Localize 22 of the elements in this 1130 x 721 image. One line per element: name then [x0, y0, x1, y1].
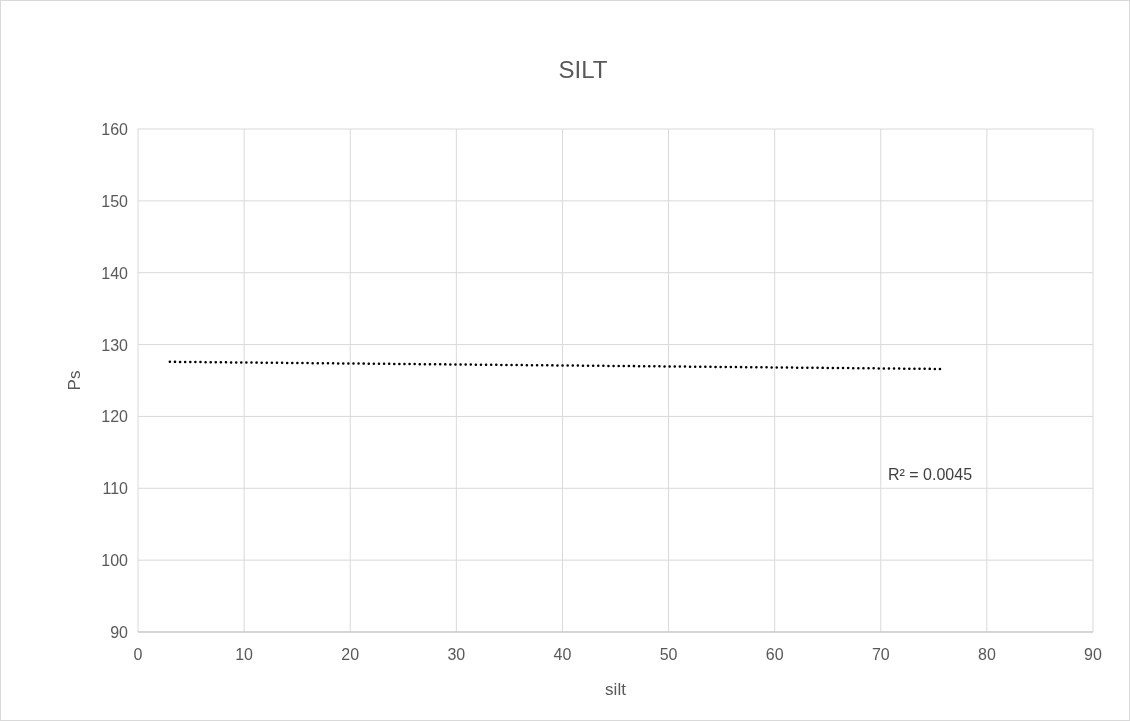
- x-tick-label: 30: [447, 646, 466, 663]
- y-tick-label: 160: [101, 121, 129, 138]
- x-tick-label: 40: [553, 646, 572, 663]
- y-axis-title: Ps: [65, 370, 84, 391]
- y-tick-label: 140: [101, 264, 129, 282]
- x-tick-label: 0: [133, 646, 143, 663]
- x-tick-label: 20: [341, 646, 360, 663]
- x-tick-label: 90: [1084, 646, 1102, 663]
- x-tick-label: 70: [871, 646, 890, 663]
- y-tick-label: 150: [101, 192, 129, 210]
- y-tick-label: 90: [110, 624, 129, 641]
- annotation: R² = 0.0045: [887, 466, 973, 483]
- y-tick-label: 100: [101, 552, 129, 570]
- x-tick-label: 10: [235, 646, 254, 663]
- x-tick-label: 80: [977, 646, 996, 663]
- chart-title: SILT: [558, 56, 608, 83]
- x-tick-label: 60: [765, 646, 784, 663]
- x-tick-label: 50: [659, 646, 678, 663]
- y-tick-label: 110: [102, 480, 129, 498]
- y-tick-label: 120: [101, 408, 129, 426]
- y-tick-label: 130: [101, 336, 129, 354]
- x-axis-title: silt: [605, 680, 627, 699]
